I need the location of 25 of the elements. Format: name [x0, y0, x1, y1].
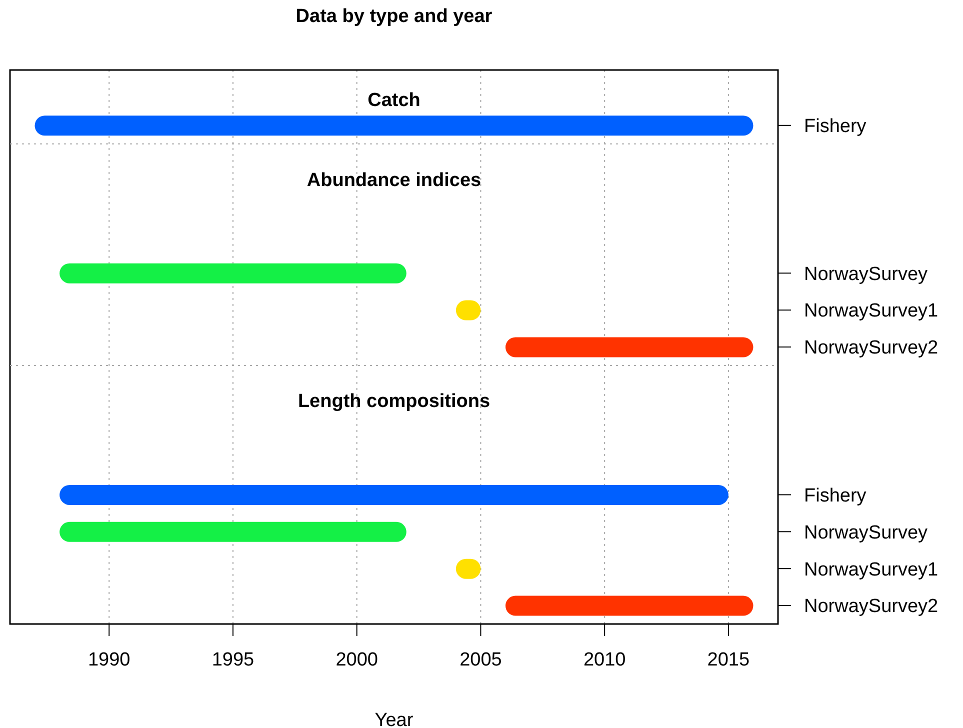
y-tick-label: NorwaySurvey [804, 264, 928, 285]
x-tick-label: 1990 [88, 649, 130, 670]
x-tick-label: 2010 [583, 649, 626, 670]
bar [505, 596, 754, 616]
y-tick-label: NorwaySurvey1 [804, 559, 938, 580]
x-tick-label: 2015 [707, 649, 750, 670]
y-tick-label: NorwaySurvey2 [804, 596, 938, 618]
annotation: Length compositions [296, 390, 492, 414]
y-tick-label: Fishery [804, 485, 867, 506]
bar [34, 116, 754, 136]
x-tick-label: 2005 [460, 649, 502, 670]
chart-title: Data by type and year [294, 6, 494, 28]
bar [60, 484, 728, 505]
x-tick-label: 2000 [336, 649, 378, 670]
bar [505, 337, 754, 358]
annotation: Catch [366, 89, 422, 114]
y-tick-label: NorwaySurvey [804, 522, 928, 544]
bar [60, 522, 406, 542]
y-tick-label: NorwaySurvey2 [804, 338, 938, 359]
annotation: Abundance indices [306, 168, 482, 193]
x-axis-title: Year [374, 710, 414, 728]
y-tick-label: NorwaySurvey1 [804, 300, 938, 322]
bar [60, 263, 406, 284]
y-tick-label: Fishery [804, 116, 867, 138]
x-tick-label: 1995 [212, 649, 254, 670]
